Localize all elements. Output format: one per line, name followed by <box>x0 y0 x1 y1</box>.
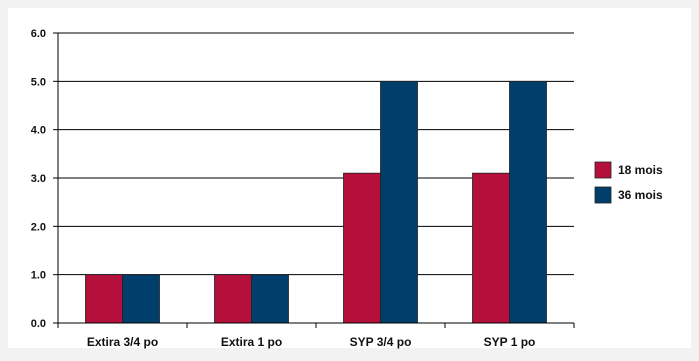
bar-36-mois-3 <box>380 80 418 324</box>
bar-18-mois-1 <box>85 274 123 324</box>
legend-label: 36 mois <box>618 188 663 202</box>
x-category-label: Extira 1 po <box>221 335 282 349</box>
y-tick-label: 1.0 <box>31 270 46 282</box>
y-tick-label: 6.0 <box>31 28 46 40</box>
bar-36-mois-2 <box>251 274 289 324</box>
bar-18-mois-2 <box>214 274 252 324</box>
bar-36-mois-1 <box>122 274 160 324</box>
y-tick-label: 0.0 <box>31 318 46 330</box>
y-tick-label: 4.0 <box>31 125 46 137</box>
y-tick-label: 2.0 <box>31 221 46 233</box>
bar-18-mois-3 <box>343 172 381 324</box>
bar-18-mois-4 <box>472 172 510 324</box>
legend-label: 18 mois <box>618 163 663 177</box>
y-tick-label: 5.0 <box>31 76 46 88</box>
legend: 18 mois 36 mois <box>594 161 663 204</box>
legend-swatch-36-mois <box>594 186 612 204</box>
x-category-label: SYP 3/4 po <box>350 335 412 349</box>
x-category-label: SYP 1 po <box>484 335 536 349</box>
y-tick-label: 3.0 <box>31 173 46 185</box>
legend-swatch-18-mois <box>594 161 612 179</box>
bars <box>85 80 547 324</box>
axes: 0.0 1.0 2.0 3.0 4.0 5.0 6.0 Extira 3/4 po Extira… <box>31 28 575 349</box>
x-category-label: Extira 3/4 po <box>87 335 158 349</box>
bar-36-mois-4 <box>509 80 547 324</box>
